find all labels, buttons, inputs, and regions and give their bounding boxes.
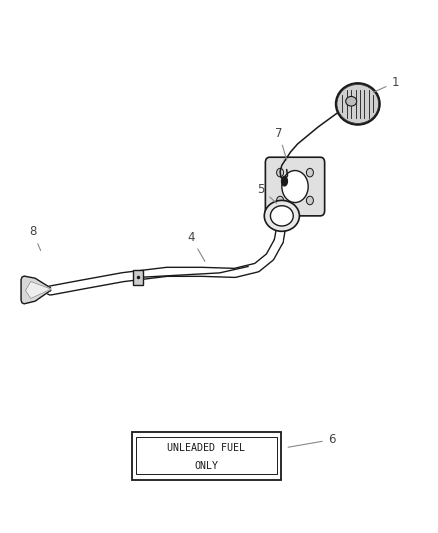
Polygon shape [21,276,50,304]
FancyBboxPatch shape [265,157,324,216]
Circle shape [306,196,313,205]
Bar [133,270,143,285]
Bar [131,432,280,480]
Bar [136,437,276,474]
Text: 7: 7 [274,127,286,160]
Ellipse shape [345,96,356,106]
Text: 4: 4 [187,231,205,261]
Ellipse shape [264,200,299,231]
Ellipse shape [270,206,293,226]
Text: UNLEADED FUEL: UNLEADED FUEL [167,443,245,453]
Text: 1: 1 [373,76,398,92]
Ellipse shape [335,83,379,125]
Text: 5: 5 [257,183,276,203]
Ellipse shape [281,176,287,186]
Circle shape [281,171,307,203]
Text: 8: 8 [29,225,41,251]
Polygon shape [25,281,50,298]
Text: 6: 6 [287,433,335,447]
Circle shape [306,168,313,177]
Circle shape [276,168,283,177]
Text: ONLY: ONLY [194,461,218,471]
Circle shape [276,196,283,205]
